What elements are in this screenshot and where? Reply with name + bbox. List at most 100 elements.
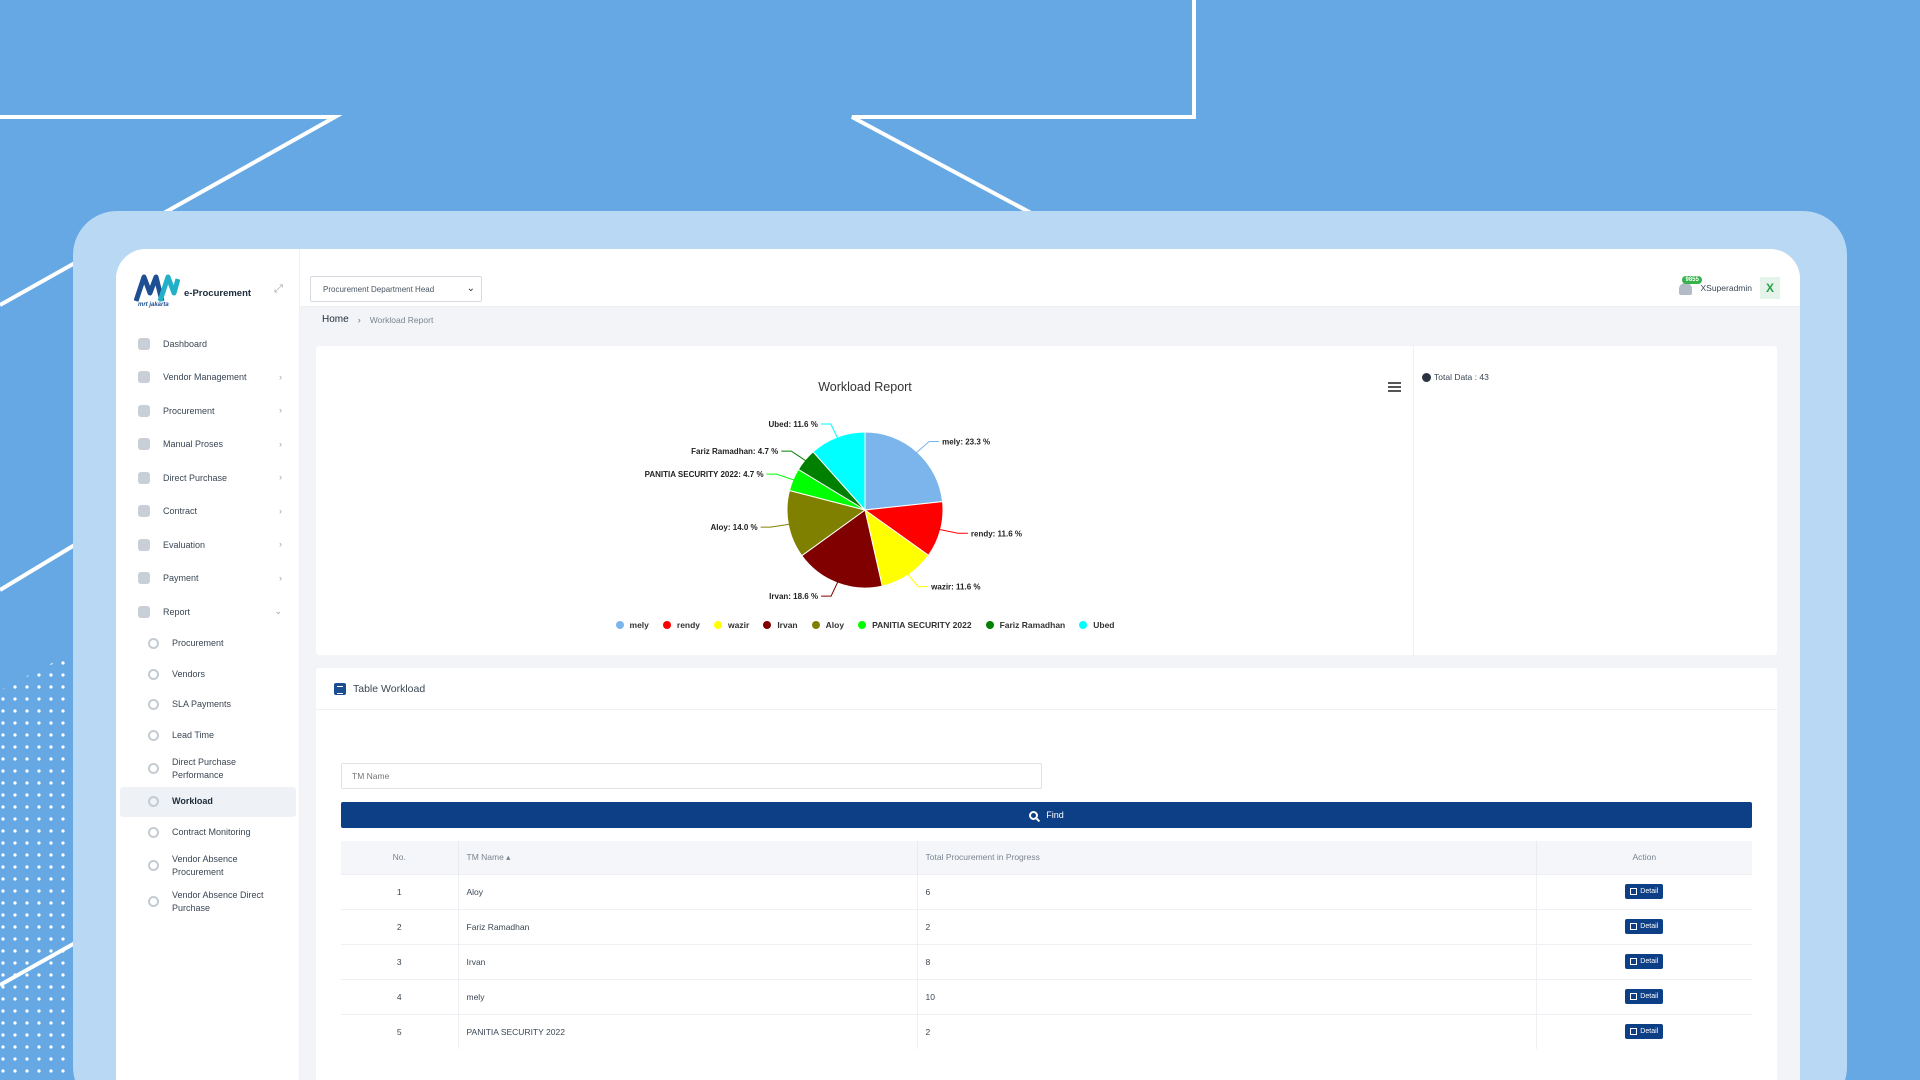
pie-connector — [938, 528, 968, 534]
cell-no: 4 — [341, 978, 459, 1014]
topbar: Procurement Department Head ⌄ 9855 XSupe… — [300, 249, 1800, 307]
cell-action: Detail — [1536, 943, 1752, 979]
user-name[interactable]: XSuperadmin — [1700, 283, 1752, 293]
cell-action: Detail — [1536, 873, 1752, 909]
workload-icon — [148, 796, 159, 808]
table-row: 1 Aloy 6 Detail — [341, 873, 1752, 909]
sidebar-item-payment[interactable]: Payment › — [116, 562, 300, 596]
sidebar-sub-contract-monitoring[interactable]: Contract Monitoring — [116, 817, 300, 848]
legend-dot — [811, 621, 820, 629]
chevron-right-icon: › — [279, 572, 282, 583]
calendar-icon — [148, 896, 159, 907]
legend-label: Aloy — [825, 620, 845, 630]
pie-data-label: Ubed: 11.6 % — [768, 420, 817, 429]
cell-no: 1 — [341, 873, 459, 909]
detail-icon — [1630, 923, 1638, 930]
sidebar: e-Procurement mrt jakarta ⤢ Dashboard Ve… — [116, 249, 300, 1080]
notification-badge: 9855 — [1682, 276, 1702, 284]
legend-item[interactable]: wazir — [714, 620, 749, 630]
detail-button[interactable]: Detail — [1625, 989, 1664, 1004]
col-no: No. — [341, 841, 459, 874]
legend-item[interactable]: Aloy — [811, 620, 845, 630]
sidebar-sub-vendor-absence-direct-purchase[interactable]: Vendor Absence Direct Purchase — [116, 884, 300, 920]
calendar-icon — [148, 860, 159, 871]
table-card-title: Table Workload — [353, 682, 426, 695]
detail-button[interactable]: Detail — [1625, 884, 1664, 899]
legend-dot — [985, 621, 994, 629]
sidebar-sub-direct-purchase-performance[interactable]: Direct Purchase Performance — [116, 751, 300, 787]
legend-item[interactable]: mely — [615, 620, 649, 630]
chevron-down-icon: ⌄ — [466, 283, 475, 294]
legend-item[interactable]: Irvan — [763, 620, 798, 630]
detail-icon — [1630, 888, 1638, 895]
receipt-icon — [138, 572, 150, 585]
legend-item[interactable]: PANITIA SECURITY 2022 — [858, 620, 972, 630]
brand-logo[interactable] — [134, 269, 180, 309]
cell-tm-name: Fariz Ramadhan — [458, 908, 918, 944]
cell-no: 3 — [341, 943, 459, 979]
sidebar-item-manual-proses[interactable]: Manual Proses › — [116, 428, 300, 462]
sidebar-item-vendor-management[interactable]: Vendor Management › — [116, 361, 300, 395]
sidebar-item-report[interactable]: Report ⌄ — [116, 595, 300, 629]
pie-connector — [760, 523, 791, 528]
cell-no: 5 — [341, 1013, 459, 1049]
sidebar-sub-procurement[interactable]: Procurement — [116, 629, 300, 660]
detail-icon — [1630, 1028, 1638, 1036]
chart-legend: mely rendy wazir Irvan Aloy PANITIA SECURITY … — [316, 620, 1414, 630]
sidebar-sub-vendor-absence-procurement[interactable]: Vendor Absence Procurement — [116, 848, 300, 884]
globe-icon — [138, 404, 150, 417]
sidebar-sub-workload[interactable]: Workload — [120, 786, 296, 817]
legend-item[interactable]: Fariz Ramadhan — [985, 620, 1065, 630]
receipt-icon — [148, 699, 159, 711]
sidebar-item-evaluation[interactable]: Evaluation › — [116, 528, 300, 562]
legend-label: Irvan — [777, 620, 798, 630]
role-select[interactable]: Procurement Department Head ⌄ — [310, 276, 482, 302]
dashboard-icon — [138, 337, 150, 350]
globe-icon — [138, 471, 150, 484]
legend-item[interactable]: Ubed — [1079, 620, 1114, 630]
legend-dot — [1079, 621, 1088, 629]
mrt-logo-icon — [134, 274, 180, 302]
tm-name-input[interactable] — [341, 763, 1042, 789]
logo-subtitle: mrt jakarta — [138, 302, 169, 308]
pie-connector — [915, 441, 940, 454]
col-tm-name[interactable]: TM Name ▴ — [458, 841, 918, 874]
gauge-icon — [148, 763, 159, 774]
table-card-header: Table Workload — [316, 668, 1777, 710]
sidebar-item-direct-purchase[interactable]: Direct Purchase › — [116, 461, 300, 495]
pie-data-label: rendy: 11.6 % — [971, 529, 1022, 538]
legend-item[interactable]: rendy — [662, 620, 700, 630]
sidebar-sub-vendors[interactable]: Vendors — [116, 659, 300, 690]
detail-icon — [1630, 958, 1638, 965]
chevron-right-icon: › — [279, 438, 282, 449]
cell-tm-name: Irvan — [458, 943, 918, 979]
cell-total: 2 — [917, 1013, 1537, 1049]
workload-table: No. TM Name ▴ Total Procurement in Progr… — [341, 841, 1752, 1049]
avatar[interactable]: X — [1760, 277, 1780, 299]
chevron-right-icon: › — [279, 472, 282, 482]
pie-data-label: wazir: 11.6 % — [930, 583, 980, 592]
globe-icon — [148, 638, 159, 650]
expand-icon[interactable]: ⤢ — [274, 283, 283, 295]
app-name: e-Procurement — [184, 288, 252, 299]
pie-slice-mely[interactable] — [864, 431, 944, 511]
detail-button[interactable]: Detail — [1625, 1024, 1664, 1040]
notification-bell-icon[interactable]: 9855 — [1678, 276, 1702, 296]
chevron-right-icon: › — [279, 539, 282, 549]
detail-button[interactable]: Detail — [1625, 954, 1664, 969]
find-button[interactable]: Find — [341, 802, 1752, 828]
sidebar-sub-sla-payments[interactable]: SLA Payments — [116, 690, 300, 721]
sidebar-item-contract[interactable]: Contract › — [116, 495, 300, 529]
cell-action: Detail — [1536, 978, 1752, 1014]
report-icon — [138, 605, 150, 618]
breadcrumb-home[interactable]: Home — [322, 314, 349, 325]
detail-button[interactable]: Detail — [1625, 919, 1664, 934]
chart-menu-icon[interactable] — [1388, 382, 1401, 393]
sidebar-item-procurement[interactable]: Procurement › — [116, 394, 300, 428]
vendors-icon — [148, 668, 159, 680]
chevron-down-icon: ⌄ — [274, 606, 282, 616]
legend-label: Ubed — [1093, 620, 1115, 630]
sidebar-item-dashboard[interactable]: Dashboard — [116, 327, 300, 361]
pie-connector — [821, 580, 839, 597]
sidebar-sub-lead-time[interactable]: Lead Time — [116, 720, 300, 751]
